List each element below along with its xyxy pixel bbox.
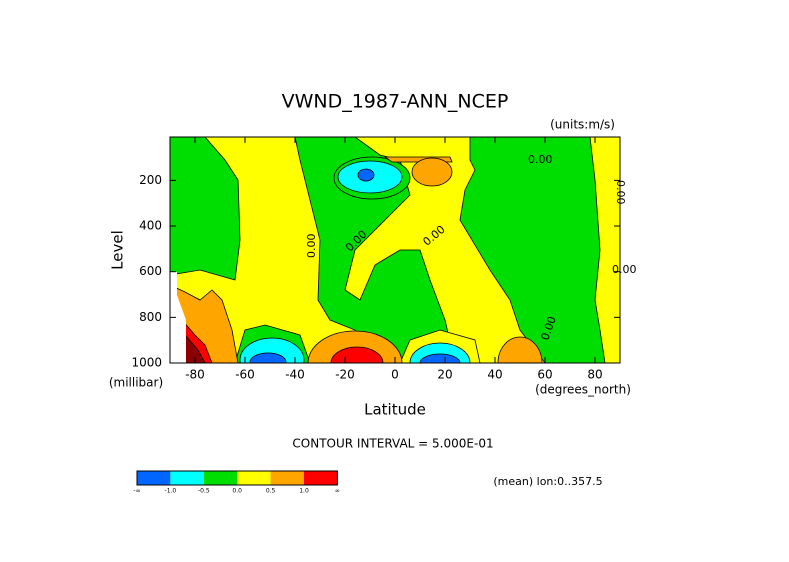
colorbar-bin bbox=[203, 471, 238, 485]
colorbar-label: ∞ bbox=[335, 488, 340, 495]
colorbar-label: 0.0 bbox=[232, 488, 242, 495]
contour-region bbox=[344, 137, 546, 363]
y-tick-label: 800 bbox=[139, 310, 162, 324]
contour-field bbox=[170, 137, 620, 363]
colorbar-bin bbox=[270, 471, 304, 485]
x-tick-label: -60 bbox=[235, 368, 255, 382]
colorbar-bin bbox=[237, 471, 271, 485]
colorbar-label: -∞ bbox=[133, 488, 140, 495]
y-tick-label: 400 bbox=[139, 219, 162, 233]
x-units: (degrees_north) bbox=[535, 383, 631, 397]
y-tick-label: 600 bbox=[139, 264, 162, 278]
colorbar-label: -1.0 bbox=[165, 488, 177, 495]
contour-label: 0.00 bbox=[612, 263, 637, 276]
x-tick-label: -40 bbox=[285, 368, 305, 382]
contour-region bbox=[330, 346, 384, 363]
contour-region bbox=[497, 336, 543, 363]
y-axis-label: Level bbox=[109, 230, 127, 270]
footer: (mean) lon:0..357.5 bbox=[493, 475, 602, 488]
y-tick-label: 1000 bbox=[131, 356, 162, 370]
contour-region bbox=[357, 168, 375, 182]
x-tick-label: -20 bbox=[335, 368, 355, 382]
x-axis-label: Latitude bbox=[364, 401, 426, 419]
colorbar-bin bbox=[304, 471, 338, 485]
x-tick-label: 0 bbox=[391, 368, 399, 382]
contour-label: 0.00 bbox=[305, 234, 318, 259]
contour-region bbox=[411, 157, 453, 187]
contour-label: 0.00 bbox=[614, 180, 627, 205]
contour-region bbox=[249, 352, 287, 363]
missing-area bbox=[170, 272, 186, 363]
contour-region bbox=[419, 353, 461, 363]
colorbar-frame bbox=[136, 470, 338, 486]
contour-region bbox=[589, 137, 620, 363]
x-tick-label: 60 bbox=[537, 368, 552, 382]
x-tick-label: 40 bbox=[487, 368, 502, 382]
colorbar-bin bbox=[170, 471, 204, 485]
colorbar-bin bbox=[137, 471, 171, 485]
chart-title: VWND_1987-ANN_NCEP bbox=[282, 91, 509, 113]
x-tick-label: 80 bbox=[587, 368, 602, 382]
contour-interval: CONTOUR INTERVAL = 5.000E-01 bbox=[292, 437, 493, 451]
colorbar-label: 1.0 bbox=[299, 488, 309, 495]
contour-label: 0.00 bbox=[528, 153, 553, 166]
x-tick-label: 20 bbox=[437, 368, 452, 382]
units: (units:m/s) bbox=[550, 118, 615, 132]
colorbar-label: -0.5 bbox=[198, 488, 210, 495]
y-tick-label: 200 bbox=[139, 173, 162, 187]
colorbar-label: 0.5 bbox=[266, 488, 276, 495]
x-tick-label: -80 bbox=[185, 368, 205, 382]
y-units: (millibar) bbox=[109, 376, 163, 390]
